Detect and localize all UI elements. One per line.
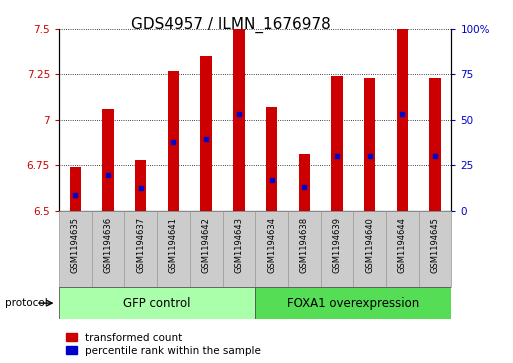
Text: GDS4957 / ILMN_1676978: GDS4957 / ILMN_1676978 [131, 16, 331, 33]
Text: GSM1194636: GSM1194636 [104, 217, 112, 273]
Text: GSM1194642: GSM1194642 [202, 217, 211, 273]
Bar [288, 211, 321, 287]
Bar [59, 287, 255, 319]
Bar [266, 107, 278, 211]
Text: GSM1194643: GSM1194643 [234, 217, 243, 273]
Bar [397, 29, 408, 211]
Text: GSM1194635: GSM1194635 [71, 217, 80, 273]
Bar [386, 211, 419, 287]
Bar [321, 211, 353, 287]
Text: GSM1194645: GSM1194645 [430, 217, 440, 273]
Bar [419, 211, 451, 287]
Bar [70, 167, 81, 211]
Bar [190, 211, 223, 287]
Bar [124, 211, 157, 287]
Text: FOXA1 overexpression: FOXA1 overexpression [287, 297, 420, 310]
Bar [233, 29, 245, 211]
Bar [429, 78, 441, 211]
Bar [353, 211, 386, 287]
Bar [364, 78, 376, 211]
Bar [92, 211, 125, 287]
Bar [255, 287, 451, 319]
Text: GSM1194634: GSM1194634 [267, 217, 276, 273]
Text: GSM1194641: GSM1194641 [169, 217, 178, 273]
Text: GSM1194639: GSM1194639 [332, 217, 342, 273]
Bar [168, 71, 179, 211]
Text: protocol: protocol [5, 298, 48, 308]
Bar [135, 160, 147, 211]
Bar [255, 211, 288, 287]
Bar [331, 76, 343, 211]
Bar [299, 154, 310, 211]
Text: GSM1194644: GSM1194644 [398, 217, 407, 273]
Text: GSM1194637: GSM1194637 [136, 217, 145, 273]
Bar [102, 109, 114, 211]
Bar [157, 211, 190, 287]
Text: GSM1194638: GSM1194638 [300, 217, 309, 273]
Bar [59, 211, 92, 287]
Bar [223, 211, 255, 287]
Legend: transformed count, percentile rank within the sample: transformed count, percentile rank withi… [64, 330, 263, 358]
Text: GFP control: GFP control [123, 297, 191, 310]
Bar [201, 56, 212, 211]
Text: GSM1194640: GSM1194640 [365, 217, 374, 273]
